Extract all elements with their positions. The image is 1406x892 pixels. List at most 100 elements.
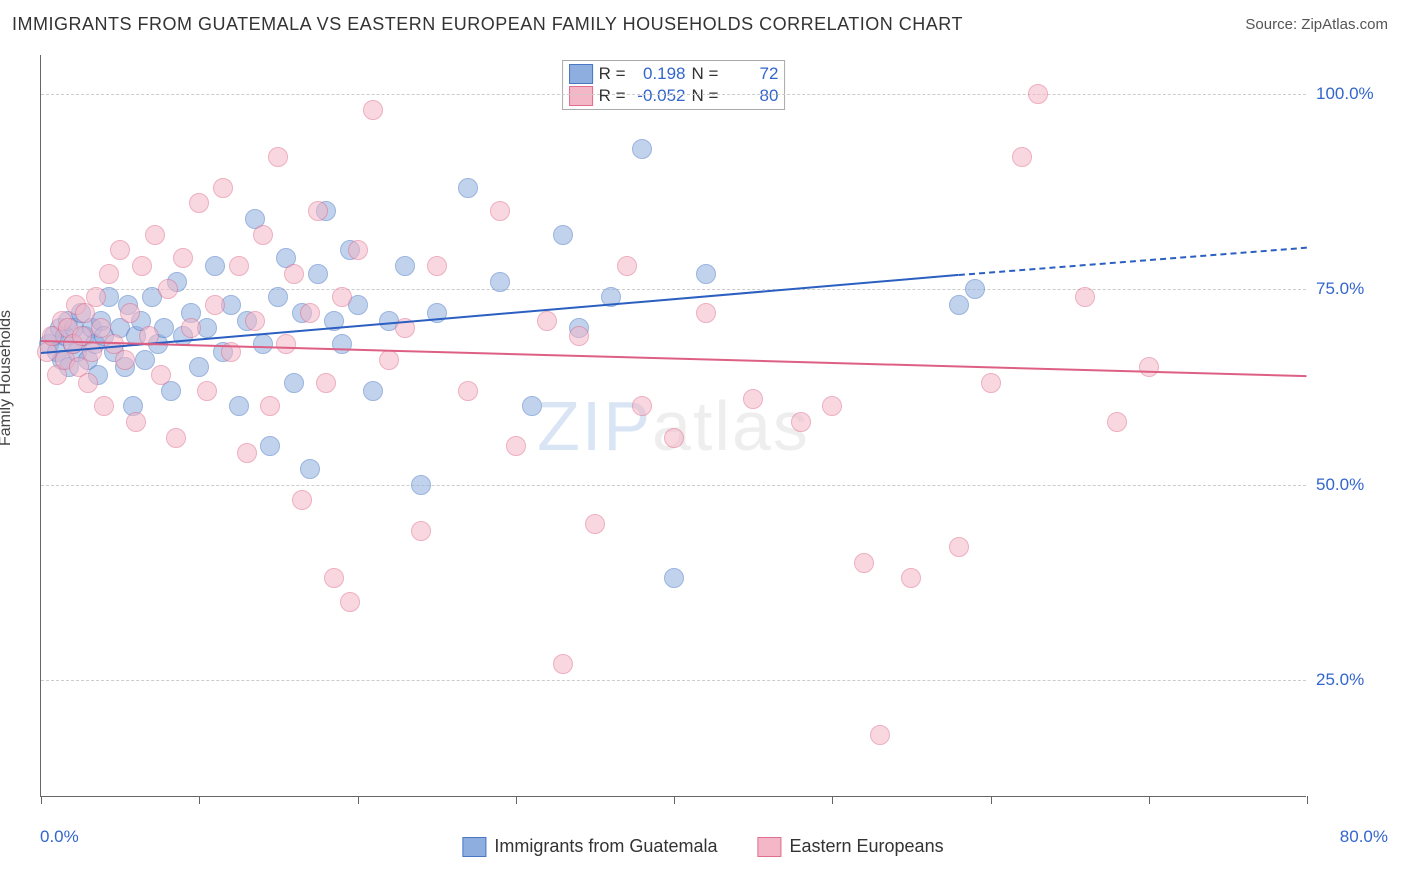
data-point <box>300 459 320 479</box>
data-point <box>363 381 383 401</box>
data-point <box>189 357 209 377</box>
data-point <box>268 287 288 307</box>
data-point <box>316 373 336 393</box>
data-point <box>949 295 969 315</box>
legend-row-series-a: R = 0.198 N = 72 <box>569 63 779 85</box>
x-tick <box>516 796 517 804</box>
data-point <box>120 303 140 323</box>
data-point <box>632 139 652 159</box>
bottom-legend: Immigrants from Guatemala Eastern Europe… <box>462 836 943 857</box>
data-point <box>181 318 201 338</box>
grid-line <box>41 485 1306 486</box>
data-point <box>632 396 652 416</box>
grid-line <box>41 94 1306 95</box>
chart-title: IMMIGRANTS FROM GUATEMALA VS EASTERN EUR… <box>12 14 963 35</box>
data-point <box>1012 147 1032 167</box>
legend-swatch-a <box>569 64 593 84</box>
y-tick-label: 100.0% <box>1316 84 1396 104</box>
data-point <box>395 256 415 276</box>
data-point <box>197 381 217 401</box>
data-point <box>553 654 573 674</box>
data-point <box>332 334 352 354</box>
correlation-legend: R = 0.198 N = 72 R = -0.052 N = 80 <box>562 60 786 110</box>
data-point <box>696 264 716 284</box>
data-point <box>490 272 510 292</box>
data-point <box>522 396 542 416</box>
x-axis-min-label: 0.0% <box>40 827 79 847</box>
legend-swatch-a-icon <box>462 837 486 857</box>
data-point <box>696 303 716 323</box>
x-tick <box>358 796 359 804</box>
x-axis-max-label: 80.0% <box>1340 827 1388 847</box>
data-point <box>82 342 102 362</box>
data-point <box>115 350 135 370</box>
data-point <box>205 256 225 276</box>
data-point <box>110 240 130 260</box>
legend-swatch-b <box>569 86 593 106</box>
data-point <box>253 334 273 354</box>
x-tick <box>1149 796 1150 804</box>
x-tick <box>832 796 833 804</box>
data-point <box>822 396 842 416</box>
bottom-legend-item-a: Immigrants from Guatemala <box>462 836 717 857</box>
data-point <box>949 537 969 557</box>
data-point <box>569 326 589 346</box>
data-point <box>585 514 605 534</box>
data-point <box>506 436 526 456</box>
data-point <box>340 592 360 612</box>
data-point <box>86 287 106 307</box>
data-point <box>411 521 431 541</box>
data-point <box>981 373 1001 393</box>
data-point <box>324 568 344 588</box>
data-point <box>94 396 114 416</box>
legend-row-series-b: R = -0.052 N = 80 <box>569 85 779 107</box>
data-point <box>158 279 178 299</box>
y-tick-label: 25.0% <box>1316 670 1396 690</box>
data-point <box>99 264 119 284</box>
y-axis-label: Family Households <box>0 310 15 446</box>
data-point <box>260 396 280 416</box>
series-b-name: Eastern Europeans <box>789 836 943 857</box>
data-point <box>284 373 304 393</box>
data-point <box>284 264 304 284</box>
data-point <box>458 178 478 198</box>
data-point <box>854 553 874 573</box>
x-tick <box>674 796 675 804</box>
y-tick-label: 50.0% <box>1316 475 1396 495</box>
data-point <box>901 568 921 588</box>
data-point <box>379 350 399 370</box>
chart-plot-area: ZIPatlas R = 0.198 N = 72 R = -0.052 N =… <box>40 55 1306 797</box>
data-point <box>743 389 763 409</box>
legend-swatch-b-icon <box>757 837 781 857</box>
data-point <box>332 287 352 307</box>
data-point <box>965 279 985 299</box>
data-point <box>617 256 637 276</box>
data-point <box>300 303 320 323</box>
data-point <box>145 225 165 245</box>
data-point <box>664 428 684 448</box>
data-point <box>791 412 811 432</box>
data-point <box>363 100 383 120</box>
data-point <box>166 428 186 448</box>
data-point <box>292 490 312 510</box>
data-point <box>260 436 280 456</box>
y-tick-label: 75.0% <box>1316 279 1396 299</box>
source-label: Source: ZipAtlas.com <box>1245 16 1388 33</box>
data-point <box>237 443 257 463</box>
data-point <box>78 373 98 393</box>
data-point <box>229 396 249 416</box>
data-point <box>553 225 573 245</box>
data-point <box>537 311 557 331</box>
data-point <box>253 225 273 245</box>
data-point <box>1139 357 1159 377</box>
data-point <box>151 365 171 385</box>
data-point <box>411 475 431 495</box>
data-point <box>229 256 249 276</box>
data-point <box>1075 287 1095 307</box>
data-point <box>126 412 146 432</box>
data-point <box>276 334 296 354</box>
data-point <box>308 201 328 221</box>
data-point <box>173 248 193 268</box>
grid-line <box>41 289 1306 290</box>
grid-line <box>41 680 1306 681</box>
